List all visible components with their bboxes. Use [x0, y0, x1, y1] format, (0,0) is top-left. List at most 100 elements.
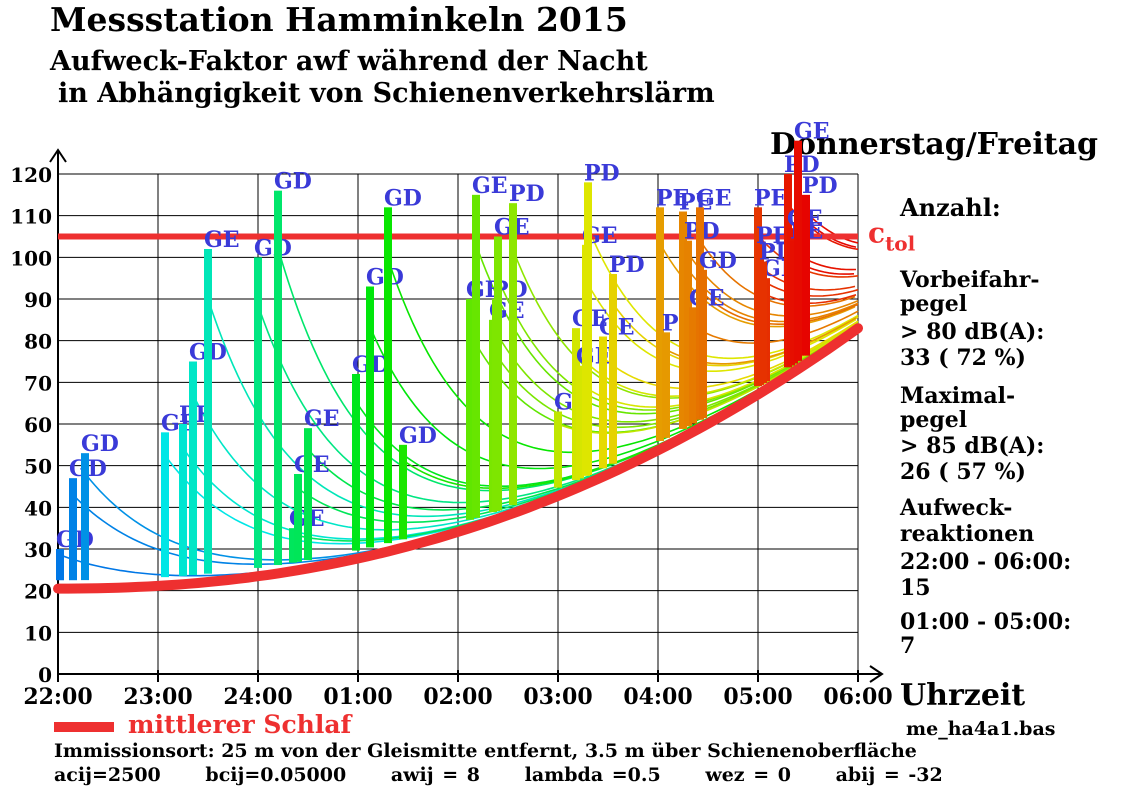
event-label: GE — [304, 406, 340, 432]
event-bar — [759, 261, 767, 384]
event-bar — [599, 336, 607, 469]
y-tick-label: 90 — [24, 288, 52, 312]
event-label: GD — [274, 169, 312, 195]
x-tick-label: 22:00 — [23, 684, 92, 710]
decay-curve — [699, 239, 856, 308]
event-label: PD — [802, 173, 838, 199]
event-label: GD — [384, 185, 422, 211]
x-axis-arrow — [869, 665, 884, 683]
y-tick-label: 80 — [24, 330, 52, 354]
event-label: PD — [609, 252, 645, 278]
event-label: GD — [699, 248, 737, 274]
max-level-label-3: > 85 dB(A): — [900, 433, 1045, 459]
event-bar — [472, 194, 480, 518]
legend-label: mittlerer Schlaf — [128, 710, 352, 739]
event-label: GE — [204, 227, 240, 253]
x-tick-label: 04:00 — [623, 684, 692, 710]
x-tick-label: 05:00 — [723, 684, 792, 710]
x-tick-label: 03:00 — [523, 684, 592, 710]
x-tick-label: 23:00 — [123, 684, 192, 710]
event-bar — [802, 194, 810, 356]
decay-curve — [687, 269, 859, 323]
chart-subtitle-line-2: in Abhängigkeit von Schienenverkehrslärm — [58, 78, 715, 109]
legend-swatch — [54, 722, 114, 732]
y-tick-label: 30 — [24, 538, 52, 562]
x-tick-label: 01:00 — [323, 684, 392, 710]
event-label: PE — [756, 223, 789, 249]
y-tick-label: 40 — [24, 496, 52, 520]
decay-curve — [585, 280, 857, 372]
parameter-line: acij=2500 bcij=0.05000 awij = 8 lambda =… — [54, 764, 979, 786]
event-bar — [509, 203, 517, 506]
y-tick-label: 50 — [24, 455, 52, 479]
param-bcij: bcij=0.05000 — [205, 764, 347, 786]
event-label: PD — [509, 181, 545, 207]
event-label: GE — [472, 173, 508, 199]
event-bar — [554, 411, 562, 488]
event-bar — [366, 286, 374, 548]
param-lambda: lambda =0.5 — [524, 764, 661, 786]
y-tick-label: 110 — [10, 205, 52, 229]
y-tick-label: 20 — [24, 580, 52, 604]
event-bar — [662, 332, 670, 438]
event-bar — [584, 182, 592, 475]
event-label: GE — [696, 185, 732, 211]
event-bar — [189, 361, 197, 576]
event-bar — [289, 528, 297, 563]
max-level-label-1: Maximal- — [900, 383, 1016, 409]
x-axis-label: Uhrzeit — [900, 678, 1026, 713]
wake-label-4: 01:00 - 05:00: — [900, 609, 1072, 635]
pass-level-label-3: > 80 dB(A): — [900, 319, 1045, 345]
y-tick-label: 120 — [10, 163, 52, 187]
event-bar — [204, 249, 212, 574]
event-label: PE — [754, 185, 787, 211]
event-bar — [794, 140, 802, 361]
decay-curve — [602, 320, 859, 390]
y-axis-arrow — [49, 148, 67, 163]
chart-subtitle-line-1: Aufweck-Faktor awf während der Nacht — [50, 46, 648, 77]
y-tick-label: 100 — [10, 246, 52, 270]
baseline-curve — [53, 323, 863, 594]
y-tick-label: 60 — [24, 413, 52, 437]
param-awij: awij = 8 — [390, 764, 480, 786]
summary-title: Anzahl: — [900, 193, 1001, 222]
event-bar — [656, 207, 664, 441]
x-tick-label: 06:00 — [823, 684, 892, 710]
decay-curve — [692, 310, 859, 344]
event-bar — [609, 274, 617, 464]
y-tick-label: 70 — [24, 371, 52, 395]
param-wez: wez = 0 — [705, 764, 791, 786]
file-name: me_ha4a1.bas — [906, 718, 1056, 740]
max-level-value: 26 ( 57 %) — [900, 459, 1026, 485]
wake-label-3: 22:00 - 06:00: — [900, 549, 1072, 575]
max-level-label-2: pegel — [900, 407, 968, 433]
event-bar — [254, 257, 262, 568]
param-acij: acij=2500 — [54, 764, 161, 786]
chart-title: Messstation Hamminkeln 2015 — [50, 0, 628, 39]
wake-label-1: Aufweck- — [900, 495, 1013, 521]
event-bar — [494, 236, 502, 511]
wake-label-2: reaktionen — [900, 521, 1035, 547]
y-tick-label: 10 — [24, 621, 52, 645]
pass-level-label-2: pegel — [900, 291, 968, 317]
day-label: Donnerstag/Freitag — [770, 127, 1098, 162]
event-label: GD — [254, 235, 292, 261]
wake-value-2: 7 — [900, 633, 916, 659]
decay-curve — [587, 227, 859, 360]
x-tick-label: 02:00 — [423, 684, 492, 710]
event-bar — [576, 365, 584, 479]
event-bar — [466, 299, 474, 520]
event-bar — [161, 432, 169, 578]
event-bar — [689, 307, 697, 424]
pass-level-label-1: Vorbeifahr- — [900, 267, 1040, 293]
event-label: PE — [656, 185, 689, 211]
x-tick-label: 24:00 — [223, 684, 292, 710]
tolerance-label: ctol — [868, 217, 916, 256]
immission-note: Immissionsort: 25 m von der Gleismitte e… — [54, 740, 917, 762]
decay-curve — [765, 294, 857, 305]
event-bar — [274, 190, 282, 566]
event-bar — [699, 269, 707, 419]
wake-value-1: 15 — [900, 575, 931, 601]
event-label: PE — [679, 190, 712, 216]
pass-level-value: 33 ( 72 %) — [900, 345, 1026, 371]
